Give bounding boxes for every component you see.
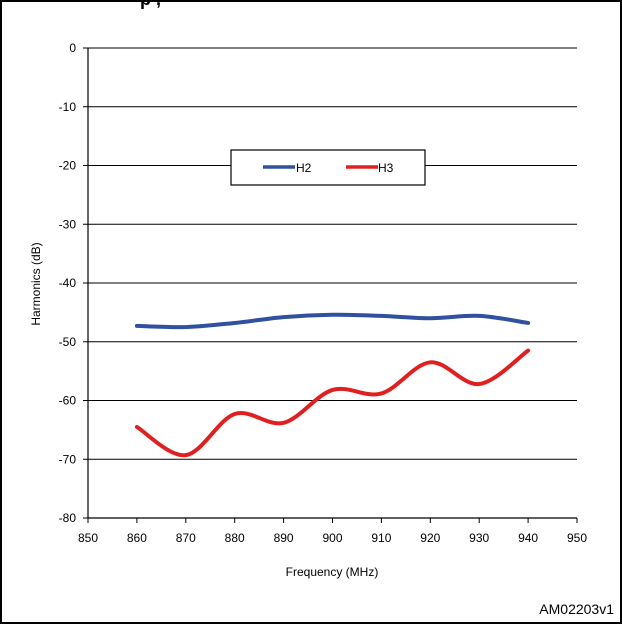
y-tick-label: -70 [59, 452, 77, 466]
series-line-h3 [134, 348, 531, 458]
x-tick-label: 920 [420, 531, 440, 545]
plot-area: 0 -10 -20 -30 -40 -50 -60 -70 -80 850 860 870 880 89… [59, 41, 588, 545]
x-tick-label: 910 [371, 531, 391, 545]
x-tick-label: 930 [469, 531, 489, 545]
x-axis-label: Frequency (MHz) [286, 565, 379, 579]
x-tick-label: 890 [274, 531, 294, 545]
x-tick-label: 860 [127, 531, 147, 545]
y-tick-label: -60 [59, 394, 77, 408]
y-tick-labels: 0 -10 -20 -30 -40 -50 -60 -70 -80 [59, 41, 77, 525]
legend-label-h2: H2 [296, 161, 312, 175]
x-tick-label: 870 [176, 531, 196, 545]
legend-label-h3: H3 [378, 161, 394, 175]
figure-id: AM02203v1 [539, 601, 614, 617]
grid-lines [83, 47, 578, 523]
legend: H2 H3 [230, 149, 426, 186]
y-tick-label: -80 [59, 511, 77, 525]
series-line-h2 [134, 312, 531, 330]
y-tick-label: -20 [59, 159, 77, 173]
y-tick-label: 0 [69, 41, 76, 55]
legend-box [230, 149, 426, 186]
y-tick-label: -10 [59, 100, 77, 114]
x-tick-label: 850 [78, 531, 98, 545]
series-layer [134, 312, 531, 458]
y-tick-label: -50 [59, 335, 77, 349]
x-tick-label: 940 [518, 531, 538, 545]
y-tick-label: -30 [59, 217, 77, 231]
x-tick-labels: 850 860 870 880 890 900 910 920 930 940 950 [78, 531, 587, 545]
x-tick-label: 950 [567, 531, 587, 545]
x-tick-label: 900 [322, 531, 342, 545]
x-tick-label: 880 [225, 531, 245, 545]
y-axis-label: Harmonics (dB) [29, 242, 43, 325]
y-tick-label: -40 [59, 276, 77, 290]
header-text: p , [140, 0, 161, 9]
